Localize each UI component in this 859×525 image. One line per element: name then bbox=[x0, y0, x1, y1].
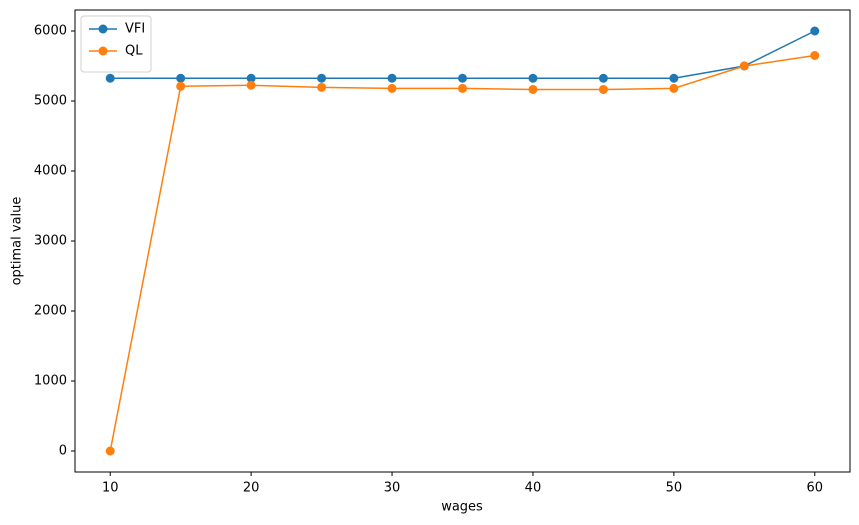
legend-label: VFI bbox=[125, 22, 145, 37]
y-tick-label: 4000 bbox=[34, 164, 67, 179]
data-point bbox=[246, 80, 256, 90]
y-tick-label: 6000 bbox=[34, 24, 67, 39]
data-point bbox=[739, 61, 749, 71]
data-point bbox=[528, 73, 538, 83]
data-point bbox=[528, 84, 538, 94]
y-tick-label: 0 bbox=[59, 444, 67, 459]
data-point bbox=[458, 73, 467, 83]
data-point bbox=[317, 82, 327, 92]
data-point bbox=[246, 73, 256, 83]
y-tick-label: 5000 bbox=[34, 94, 67, 109]
data-point bbox=[810, 26, 820, 36]
data-point bbox=[105, 446, 115, 456]
data-point bbox=[317, 73, 327, 83]
data-point bbox=[387, 73, 397, 83]
series-line bbox=[110, 30, 816, 79]
legend-box bbox=[80, 15, 152, 73]
x-tick-label: 10 bbox=[102, 481, 119, 496]
legend-marker bbox=[98, 24, 108, 34]
data-point bbox=[669, 73, 679, 83]
data-point bbox=[176, 73, 186, 83]
y-tick-label: 1000 bbox=[34, 374, 67, 389]
data-point bbox=[810, 51, 820, 60]
data-point bbox=[598, 73, 608, 83]
x-tick-label: 50 bbox=[666, 481, 683, 496]
x-tick-label: 60 bbox=[806, 481, 823, 496]
data-point bbox=[458, 83, 467, 93]
x-tick-label: 20 bbox=[243, 481, 260, 496]
data-point bbox=[669, 83, 679, 93]
data-point bbox=[176, 81, 186, 91]
data-point bbox=[105, 73, 115, 83]
x-tick-label: 40 bbox=[525, 481, 542, 496]
legend-label: QL bbox=[125, 44, 143, 59]
series-line bbox=[109, 54, 815, 452]
data-point bbox=[598, 84, 608, 94]
x-tick-label: 30 bbox=[384, 481, 401, 496]
legend: VFI QL bbox=[80, 15, 152, 73]
legend-marker bbox=[98, 46, 108, 56]
y-tick-label: 3000 bbox=[34, 234, 67, 249]
y-axis-label: optimal value bbox=[10, 197, 25, 286]
x-axis-label: wages bbox=[441, 500, 483, 515]
data-point bbox=[387, 83, 397, 93]
y-tick-label: 2000 bbox=[34, 304, 67, 319]
